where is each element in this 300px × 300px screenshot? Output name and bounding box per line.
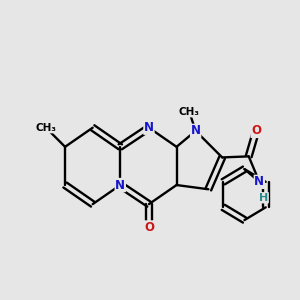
- Text: N: N: [144, 121, 154, 134]
- Text: N: N: [190, 124, 201, 137]
- Text: H: H: [259, 193, 268, 203]
- Text: N: N: [115, 178, 125, 191]
- Text: CH₃: CH₃: [179, 107, 200, 117]
- Text: CH₃: CH₃: [35, 123, 56, 133]
- Text: O: O: [251, 124, 261, 137]
- Text: O: O: [144, 221, 154, 234]
- Text: N: N: [254, 175, 264, 188]
